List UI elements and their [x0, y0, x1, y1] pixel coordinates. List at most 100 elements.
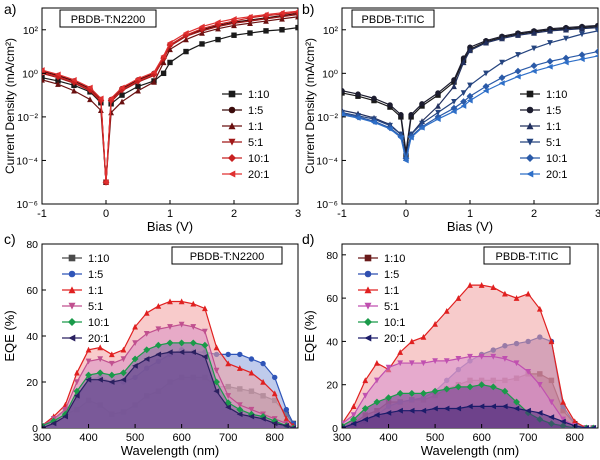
data-point-d-4-12	[478, 381, 486, 389]
data-point-c-4-3	[73, 387, 81, 395]
data-point-a-5-2	[70, 76, 77, 83]
data-point-c-5-2	[62, 413, 68, 420]
data-point-c-5-13	[190, 349, 196, 355]
chart-title: PBDB-T:ITIC	[496, 251, 559, 263]
plot-area	[42, 8, 298, 186]
data-point-c-2-6	[108, 351, 115, 358]
series-d-5	[342, 403, 597, 428]
data-point-c-2-17	[236, 365, 243, 371]
legend-b: 1:10 1:5 1:1 5:1 10:1 20:1	[520, 89, 567, 181]
data-point-a-5-7	[118, 84, 125, 91]
legend-label: 1:5	[248, 105, 263, 117]
data-point-b-2-16	[547, 27, 553, 34]
chart-title: PBDB-T:N2200	[71, 14, 146, 26]
x-tick-label: 1	[467, 208, 473, 220]
legend-swatch-marker	[228, 106, 236, 114]
panel-label: d)	[302, 231, 314, 247]
data-point-a-2-19	[295, 13, 298, 20]
series-b-5	[342, 54, 598, 164]
y-tick-label: 40	[326, 336, 338, 348]
y-tick-label: 20	[26, 377, 38, 389]
data-point-c-4-12	[178, 339, 186, 347]
axes-c: 300 400 500 600 700 800 0 20 40 60 80 Wavelength (n…	[2, 239, 284, 458]
data-point-b-1-6	[408, 112, 414, 118]
data-point-c-5-11	[166, 349, 173, 355]
data-point-c-4-10	[154, 341, 162, 349]
y-tick-label: 10⁻⁴	[316, 155, 338, 167]
data-point-d-4-2	[361, 405, 369, 412]
x-tick-label: 300	[333, 432, 351, 444]
data-point-c-5-5	[97, 376, 103, 383]
data-point-c-4-4	[85, 371, 92, 379]
data-point-c-5-16	[225, 404, 231, 411]
data-point-b-2-8	[435, 102, 441, 109]
panel-label: c)	[4, 231, 16, 247]
legend-label: 1:1	[88, 285, 103, 297]
y-tick-label: 60	[26, 285, 38, 297]
x-axis-label: Wavelength (nm)	[421, 443, 520, 458]
data-point-d-5-11	[466, 403, 473, 410]
x-tick-label: 3	[295, 208, 301, 220]
data-point-d-3-6	[408, 360, 415, 367]
data-point-d-5-18	[548, 414, 555, 421]
data-point-d-5-12	[478, 403, 485, 410]
data-point-c-2-8	[132, 323, 138, 330]
legend-label: 10:1	[384, 317, 405, 329]
data-point-c-3-8	[132, 340, 138, 346]
data-point-c-4-16	[224, 399, 232, 407]
data-point-d-3-4	[385, 364, 392, 371]
data-point-d-5-10	[455, 405, 462, 412]
data-point-d-2-6	[408, 338, 415, 345]
legend-swatch-marker	[364, 254, 372, 262]
x-tick-label: 3	[595, 208, 600, 220]
data-point-b-5-4	[397, 134, 404, 141]
legend-label: 10:1	[88, 317, 109, 329]
data-point-d-3-11	[467, 353, 473, 360]
data-point-b-5-6	[408, 134, 414, 141]
data-point-c-5-14	[201, 353, 208, 360]
data-point-b-5-16	[546, 63, 553, 70]
data-point-b-2-17	[563, 26, 569, 33]
x-axis-label: Wavelength (nm)	[121, 443, 220, 458]
data-point-b-3-10	[460, 90, 467, 97]
data-point-c-4-17	[236, 406, 244, 414]
legend-swatch-marker	[364, 302, 372, 310]
data-point-d-3-5	[397, 360, 404, 367]
data-point-c-2-19	[260, 378, 266, 385]
data-point-a-2-12	[183, 36, 189, 43]
data-point-d-3-10	[455, 356, 462, 362]
panel-d: d) 300 400 500 600 700 800 0 20 40 60 80 Wavelength …	[302, 231, 599, 458]
legend-label: 1:10	[248, 89, 269, 101]
data-point-d-5-5	[397, 407, 403, 414]
data-point-b-1-0	[342, 88, 345, 94]
panel-label: a)	[4, 1, 16, 17]
legend-swatch-marker	[526, 90, 534, 98]
data-point-a-2-3	[87, 96, 93, 103]
data-point-b-4-14	[514, 67, 522, 75]
data-point-c-5-19	[260, 415, 266, 422]
data-point-d-2-12	[478, 282, 485, 288]
data-point-b-4-13	[498, 74, 506, 82]
legend-label: 1:5	[546, 105, 561, 117]
legend-c: 1:10 1:5 1:1 5:1 10:1 20:1	[62, 253, 109, 345]
data-point-b-2-18	[579, 25, 585, 32]
data-point-d-5-0	[342, 425, 345, 428]
title-box	[59, 9, 157, 28]
axes-d: 300 400 500 600 700 800 0 20 40 60 80 Wavelength (n…	[302, 250, 584, 458]
y-axis-label: Current Density (mA/cm²)	[3, 38, 17, 174]
data-point-c-3-6	[108, 360, 115, 367]
data-point-a-0-18	[279, 27, 285, 33]
data-point-d-3-17	[536, 382, 543, 388]
panel-a: a) -1 0 1 2 3 10⁻⁶ 10⁻⁴ 10⁻² 10⁰ 10² Bias (V) Curren…	[3, 1, 301, 234]
data-point-a-2-10	[160, 59, 167, 66]
legend-swatch-marker	[68, 270, 76, 278]
legend-swatch-marker	[228, 138, 236, 146]
data-point-b-2-12	[483, 39, 489, 46]
chart-title: PBDB-T:ITIC	[362, 14, 425, 26]
data-point-c-4-8	[131, 355, 139, 363]
data-point-c-2-15	[213, 344, 220, 351]
plot-frame	[341, 7, 599, 205]
data-point-c-5-4	[85, 376, 92, 383]
data-point-c-5-6	[108, 379, 115, 385]
